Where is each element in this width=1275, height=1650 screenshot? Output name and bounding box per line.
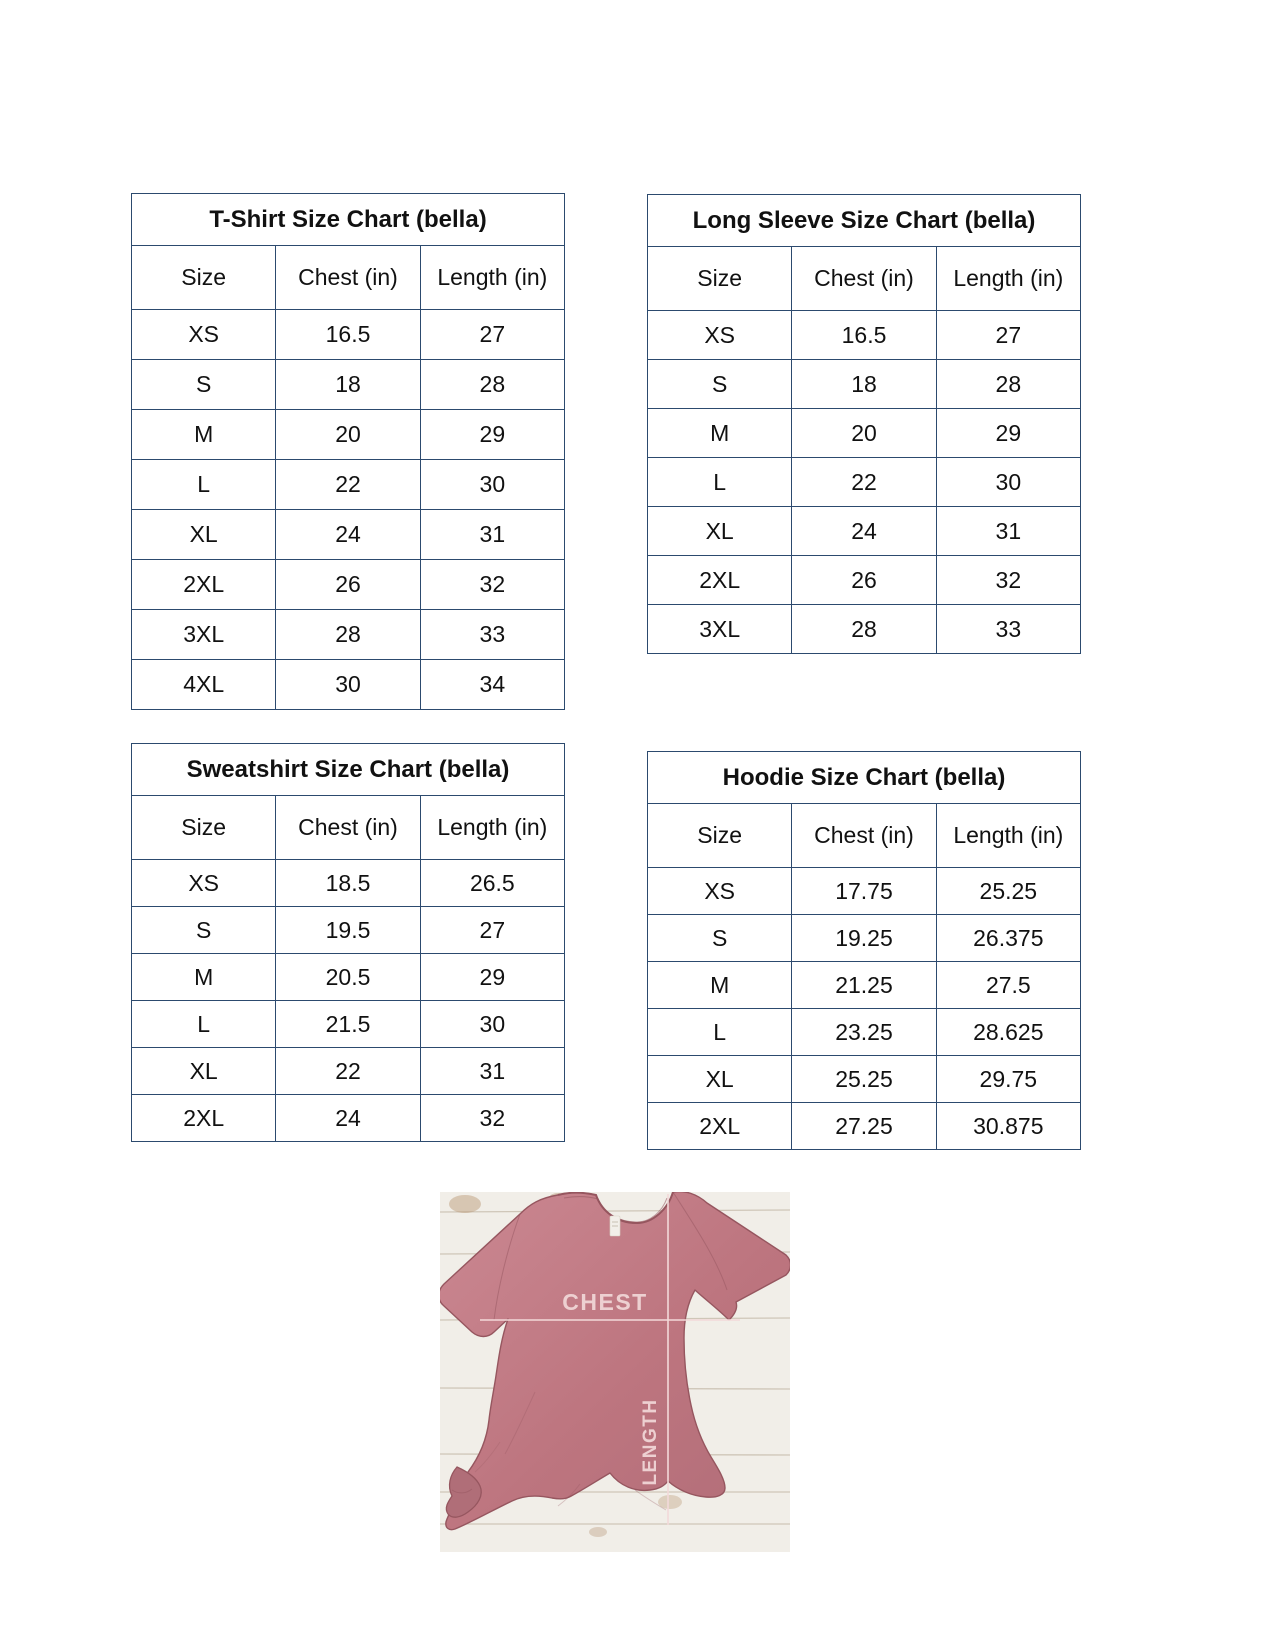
svg-text:CHEST: CHEST <box>562 1289 647 1315</box>
svg-text:LENGTH: LENGTH <box>640 1398 661 1485</box>
